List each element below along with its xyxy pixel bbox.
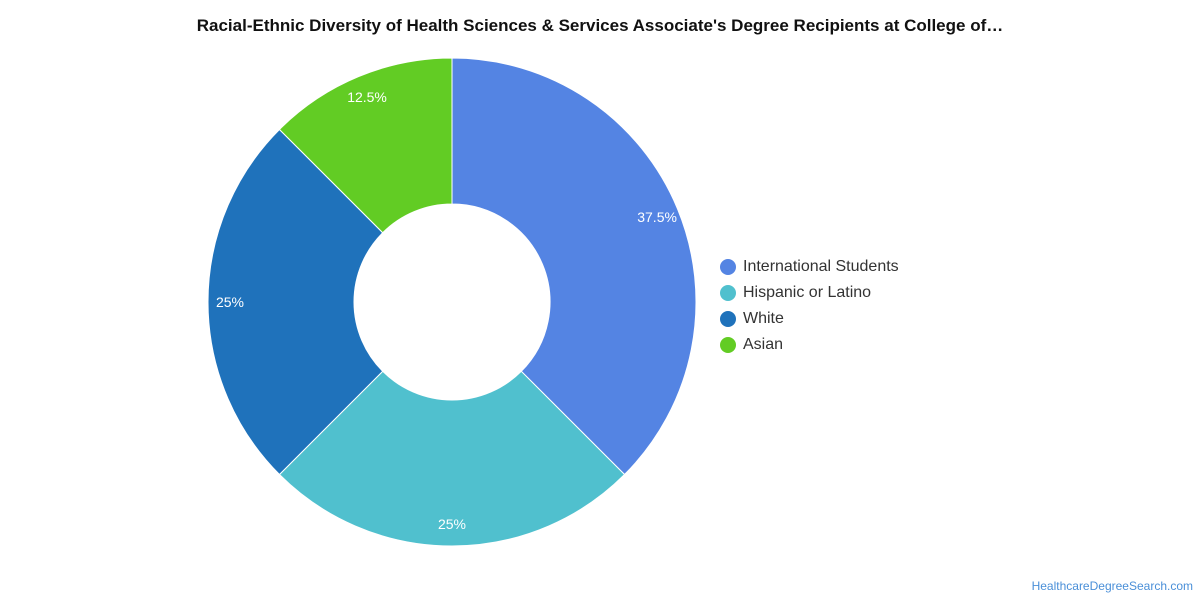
legend-item-international-students[interactable]: International Students [720, 254, 899, 280]
legend-item-white[interactable]: White [720, 306, 899, 332]
legend-label: White [743, 310, 784, 327]
source-link[interactable]: HealthcareDegreeSearch.com [1031, 579, 1193, 593]
legend-item-hispanic-or-latino[interactable]: Hispanic or Latino [720, 280, 899, 306]
slice-asian[interactable] [278, 57, 453, 234]
chart-title: Racial-Ethnic Diversity of Health Scienc… [196, 16, 1004, 35]
legend-swatch-icon [720, 337, 736, 353]
slice-hispanic-or-latino[interactable] [278, 370, 626, 547]
slice-international-students[interactable] [451, 57, 697, 476]
legend-label: Asian [743, 336, 784, 353]
slice-label-international-students: 37.5% [637, 209, 677, 225]
legend: International Students Hispanic or Latino… [720, 254, 899, 358]
legend-item-asian[interactable]: Asian [720, 332, 899, 358]
legend-swatch-icon [720, 311, 736, 327]
slice-label-hispanic-or-latino: 25% [438, 516, 466, 532]
legend-swatch-icon [720, 285, 736, 301]
legend-label: International Students [743, 258, 899, 275]
slice-white[interactable] [207, 128, 384, 476]
legend-label: Hispanic or Latino [743, 284, 872, 301]
slice-label-asian: 12.5% [347, 89, 387, 105]
slice-label-white: 25% [216, 294, 244, 310]
legend-swatch-icon [720, 259, 736, 275]
